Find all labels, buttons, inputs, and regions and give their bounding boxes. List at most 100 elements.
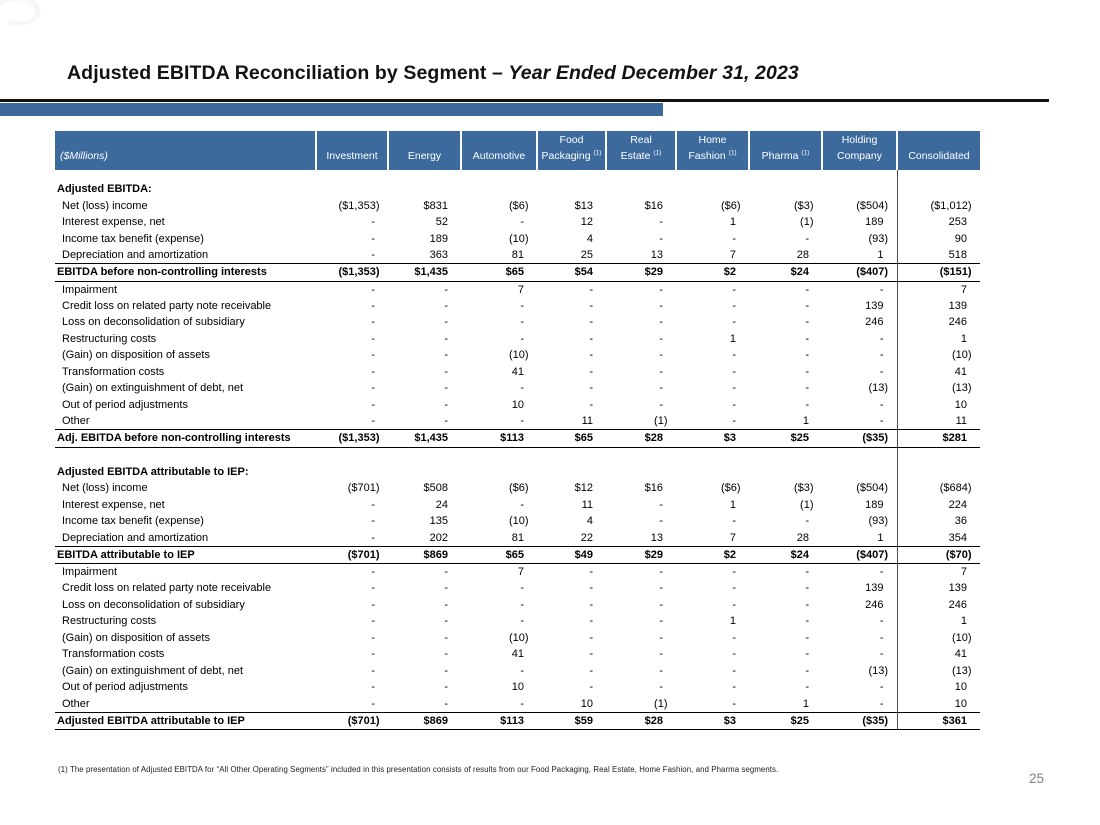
column-header: Food Packaging (1) xyxy=(536,131,606,170)
consolidated-divider-cell xyxy=(896,447,980,463)
value-cell: 11 xyxy=(581,415,593,427)
page-title-separator: – xyxy=(486,62,509,84)
value-cell: $65 xyxy=(461,545,537,564)
value-cell: - xyxy=(371,365,375,378)
value-cell: - xyxy=(805,349,809,362)
value-cell: $508 xyxy=(423,482,448,495)
value-cell: 202 xyxy=(429,531,448,544)
value-cell: 7 xyxy=(896,563,980,580)
value-cell: $28 xyxy=(606,429,676,448)
value-cell: - xyxy=(805,332,809,345)
value-cell: ($504) xyxy=(856,482,888,495)
total-row: Adj. EBITDA before non-controlling inter… xyxy=(55,429,980,448)
value-cell: - xyxy=(371,648,375,661)
page-title-main: Adjusted EBITDA Reconciliation by Segmen… xyxy=(67,62,487,84)
row-label: Net (loss) income xyxy=(62,199,148,212)
value-cell: - xyxy=(879,332,884,345)
value-cell: $831 xyxy=(423,199,448,212)
value-cell: 139 xyxy=(865,582,884,595)
value-cell: - xyxy=(879,365,884,378)
value-cell: - xyxy=(371,582,375,595)
value-cell: (93) xyxy=(868,232,888,245)
table-row: Interest expense, net - 52 - 12 - 1 (1) 189 253 xyxy=(55,214,980,231)
value-cell: ($6) xyxy=(508,482,529,495)
value-cell: - xyxy=(444,697,448,710)
value-cell: ($35) xyxy=(822,429,897,448)
table-row: Credit loss on related party note receiv… xyxy=(55,580,980,597)
value-cell: - xyxy=(659,582,663,595)
value-cell: 363 xyxy=(429,249,448,261)
value-cell: $2 xyxy=(676,263,749,282)
value-cell: (10) xyxy=(896,347,980,364)
value-cell: - xyxy=(520,299,524,312)
value-cell: - xyxy=(589,299,593,312)
value-cell: - xyxy=(444,566,448,578)
value-cell: ($151) xyxy=(896,263,980,282)
value-cell: 36 xyxy=(896,513,980,530)
value-cell: 11 xyxy=(896,413,980,430)
column-header: Automotive xyxy=(460,131,537,170)
column-header: Pharma (1) xyxy=(748,131,822,170)
value-cell: - xyxy=(659,216,663,229)
value-cell: 13 xyxy=(650,249,663,261)
section-heading-row: Adjusted EBITDA: xyxy=(55,180,980,198)
value-cell: - xyxy=(520,697,524,710)
value-cell: - xyxy=(732,664,736,677)
table-header-row: ($Millions) Investment Energy Automotive Fo… xyxy=(55,131,980,170)
value-cell: - xyxy=(805,283,809,296)
value-cell: - xyxy=(805,566,809,578)
value-cell: 246 xyxy=(896,314,980,331)
value-cell: - xyxy=(520,664,524,677)
value-cell: ($407) xyxy=(822,545,897,564)
value-cell: 1 xyxy=(802,415,809,427)
table-row: (Gain) on disposition of assets - - (10) - - -… xyxy=(55,347,980,364)
value-cell: - xyxy=(444,349,448,362)
value-cell: 41 xyxy=(896,363,980,380)
value-cell: ($3) xyxy=(793,199,814,212)
value-cell: - xyxy=(879,681,884,694)
value-cell: - xyxy=(659,598,663,611)
value-cell: - xyxy=(659,382,663,395)
value-cell: - xyxy=(589,566,593,578)
value-cell: - xyxy=(589,648,593,661)
value-cell: - xyxy=(659,498,663,511)
value-cell: 135 xyxy=(429,515,448,528)
value-cell: $281 xyxy=(896,429,980,448)
value-cell: 12 xyxy=(580,216,593,229)
value-cell: - xyxy=(371,382,375,395)
value-cell: $13 xyxy=(574,199,593,212)
value-cell: 189 xyxy=(865,216,884,229)
value-cell: - xyxy=(371,681,375,694)
value-cell: $28 xyxy=(606,711,676,730)
unit-label: ($Millions) xyxy=(55,131,316,170)
value-cell: - xyxy=(371,598,375,611)
table-row: Depreciation and amortization - 202 81 22 13 7… xyxy=(55,529,980,546)
value-cell: 10 xyxy=(580,697,593,710)
total-row: Adjusted EBITDA attributable to IEP ($701… xyxy=(55,711,980,730)
table-row: Impairment - -7- - - - -7 xyxy=(55,281,980,298)
footnote-marker: (1) xyxy=(728,149,737,157)
value-cell: - xyxy=(732,349,736,362)
row-label: Credit loss on related party note receiv… xyxy=(62,582,272,595)
ebitda-table-container: ($Millions) Investment Energy Automotive Fo… xyxy=(55,131,980,730)
value-cell: 24 xyxy=(435,498,448,511)
row-label: Out of period adjustments xyxy=(62,398,188,411)
row-label: Interest expense, net xyxy=(62,498,165,511)
table-row: Out of period adjustments - -10- - - - -10 xyxy=(55,396,980,413)
value-cell: - xyxy=(589,664,593,677)
value-cell: - xyxy=(805,316,809,329)
table-row: Income tax benefit (expense) - 189 (10) 4 - - -… xyxy=(55,230,980,247)
table-row: Out of period adjustments - -10- - - - -10 xyxy=(55,679,980,696)
value-cell: $65 xyxy=(537,429,606,448)
value-cell: ($504) xyxy=(856,199,888,212)
value-cell: $59 xyxy=(537,711,606,730)
row-label: (Gain) on disposition of assets xyxy=(62,349,210,362)
value-cell: - xyxy=(371,631,375,644)
value-cell: - xyxy=(520,598,524,611)
value-cell: $12 xyxy=(574,482,593,495)
value-cell: 10 xyxy=(896,695,980,712)
value-cell: - xyxy=(659,631,663,644)
value-cell: 11 xyxy=(581,498,593,511)
value-cell: $24 xyxy=(749,263,822,282)
value-cell: - xyxy=(732,598,736,611)
